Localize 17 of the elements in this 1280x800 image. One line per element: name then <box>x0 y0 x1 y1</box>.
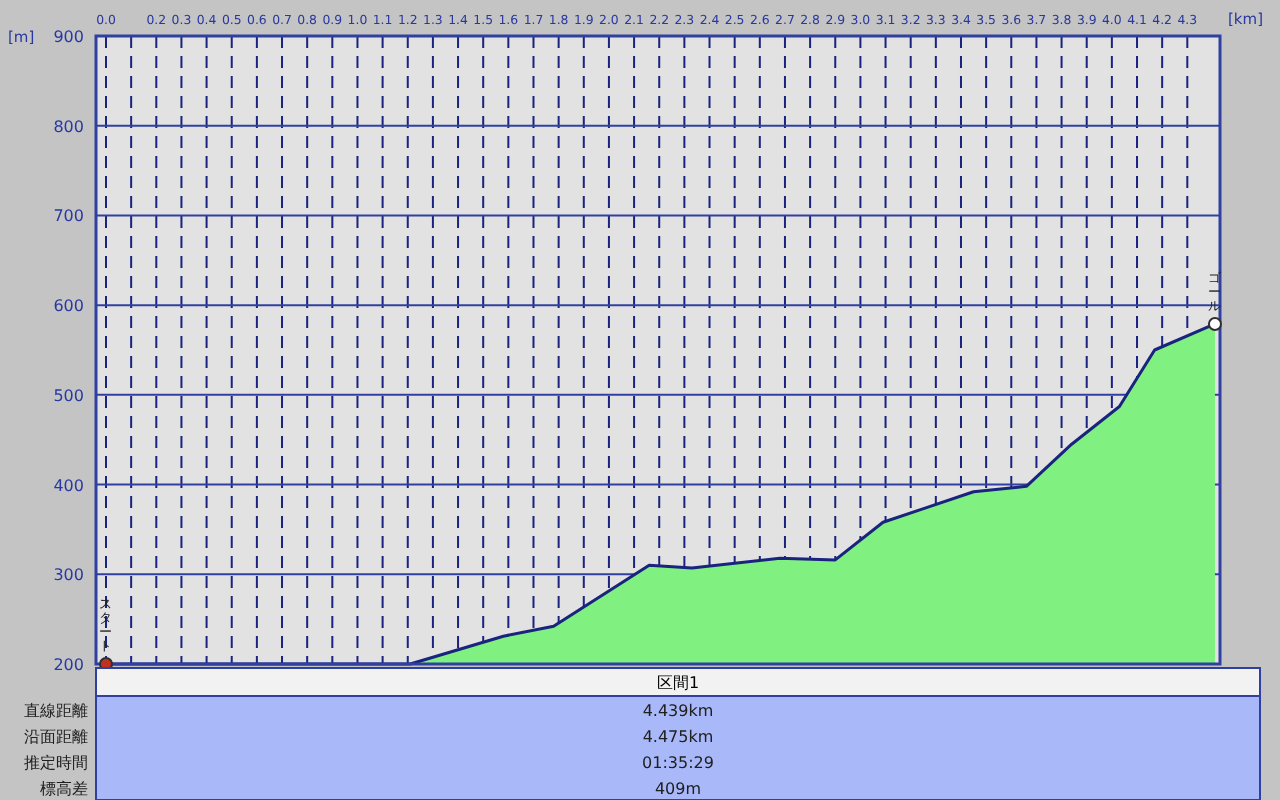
y-tick-label: 500 <box>53 386 84 405</box>
text: 推定時間 <box>24 754 88 772</box>
y-tick-label: 300 <box>53 566 84 585</box>
text: 4.475km <box>642 728 714 746</box>
text: 直線距離 <box>24 702 88 720</box>
text: 4.439km <box>642 702 714 720</box>
y-tick-label: 200 <box>53 656 84 674</box>
y-tick-label: 600 <box>53 297 84 316</box>
text: 区間1 <box>656 674 700 692</box>
text: 409m <box>654 780 702 798</box>
y-tick-label: 400 <box>53 476 84 495</box>
y-tick-label: 700 <box>53 207 84 226</box>
y-tick-label: 900 <box>53 28 84 46</box>
text: 標高差 <box>40 780 88 798</box>
y-tick-label: 800 <box>53 117 84 136</box>
text: 01:35:29 <box>642 754 714 772</box>
text: 沿面距離 <box>24 728 88 746</box>
